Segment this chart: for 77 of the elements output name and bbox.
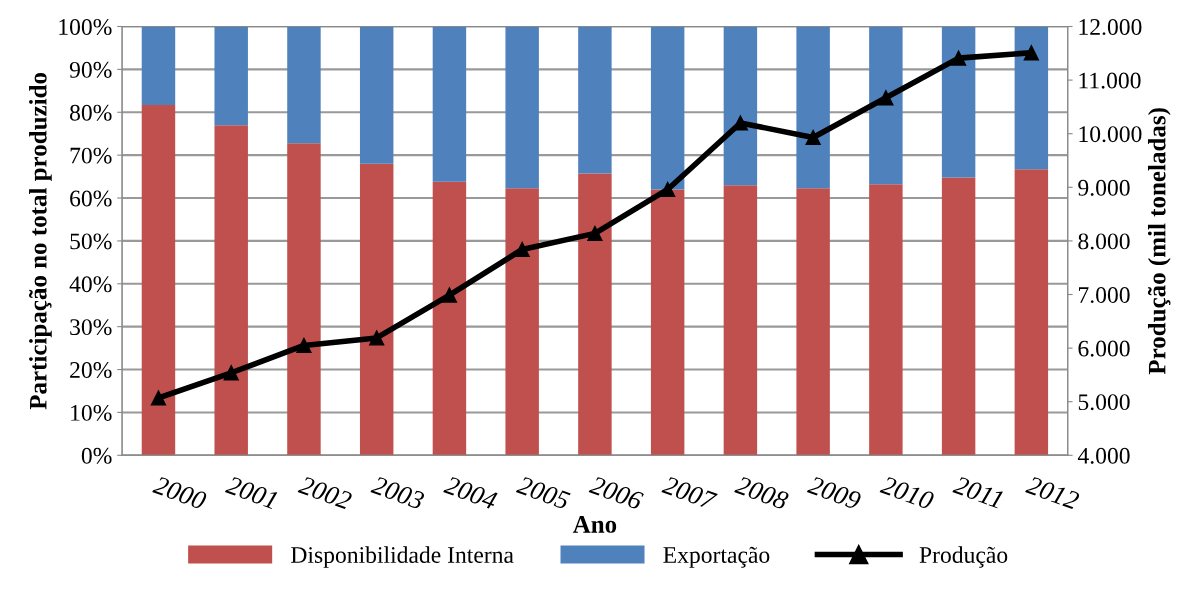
x-tick-label: 2000 [152, 475, 208, 511]
bar [869, 184, 903, 456]
point [950, 50, 967, 66]
bar [287, 26, 321, 144]
bar [432, 26, 467, 182]
bar [359, 163, 394, 456]
y2-tick-label: 11.000 [1079, 72, 1141, 89]
bar [723, 185, 758, 456]
bar [1014, 26, 1049, 170]
x-tick-label: 2003 [370, 475, 426, 510]
y-tick-label: 80% [69, 104, 112, 121]
y2-tick-label: 6.000 [1078, 340, 1130, 357]
bar [1014, 169, 1049, 456]
x-tick-label: 2011 [952, 475, 1004, 509]
x-tick-label: 2001 [224, 475, 278, 510]
point [369, 330, 385, 346]
x-tick-label: 2010 [879, 475, 935, 511]
y-tick-label: 30% [70, 319, 112, 336]
legend-label: Disponibilidade Interna [291, 546, 514, 568]
bar [941, 26, 976, 178]
bar [941, 177, 976, 456]
y-tick-label: 0% [81, 447, 112, 464]
bar [214, 125, 248, 456]
bar [796, 188, 830, 456]
x-tick-label: 2007 [661, 475, 718, 511]
x-tick-label: 2006 [588, 475, 645, 511]
bar [796, 26, 830, 189]
y-tick-label: 50% [70, 233, 112, 250]
x-tick-label: 2012 [1025, 475, 1081, 511]
x-axis-title: Ano [572, 516, 617, 533]
y-tick-label: 60% [70, 190, 112, 207]
bar [723, 26, 758, 186]
point [150, 390, 167, 406]
y-tick-label: 20% [70, 362, 112, 379]
legend-label: Produção [919, 546, 1008, 568]
legend-label: Exportação [663, 546, 770, 568]
y-tick-label: 70% [70, 147, 112, 164]
bar [650, 26, 685, 190]
bar [578, 26, 612, 174]
point [514, 241, 530, 258]
x-tick-label: 2002 [297, 475, 353, 511]
bar [650, 189, 685, 456]
y2-tick-label: 4.000 [1077, 447, 1130, 464]
bar [869, 26, 903, 185]
x-tick-label: 2005 [515, 475, 571, 510]
bar [141, 104, 176, 456]
bar [287, 143, 321, 456]
bar [505, 188, 539, 456]
point [587, 225, 603, 242]
y-tick-label: 40% [69, 276, 112, 293]
y2-tick-label: 10.000 [1079, 126, 1142, 143]
bar [359, 26, 394, 164]
bar [505, 26, 539, 189]
point [805, 129, 821, 146]
point [660, 181, 676, 198]
x-tick-label: 2008 [734, 475, 790, 511]
point [878, 90, 894, 106]
point [1023, 45, 1039, 61]
y2-tick-label: 9.000 [1078, 179, 1130, 196]
bar [578, 173, 612, 456]
bar [214, 26, 248, 126]
y2-tick-label: 8.000 [1078, 233, 1130, 250]
y-tick-label: 100% [59, 19, 112, 36]
y2-tick-label: 5.000 [1078, 394, 1130, 411]
x-tick-label: 2009 [806, 475, 863, 511]
y-tick-label: 90% [69, 61, 112, 78]
point [296, 337, 312, 354]
y-axis-title: Participação no total produzido [29, 72, 52, 410]
point [441, 287, 458, 303]
bar [141, 26, 176, 105]
y2-tick-label: 7.000 [1079, 286, 1130, 304]
x-tick-label: 2004 [443, 475, 499, 511]
y2-tick-label: 12.000 [1079, 19, 1142, 36]
y2-axis-title: Produção (mil toneladas) [1147, 108, 1171, 375]
bar [432, 181, 467, 456]
y-tick-label: 10% [71, 404, 112, 421]
point [223, 365, 239, 381]
